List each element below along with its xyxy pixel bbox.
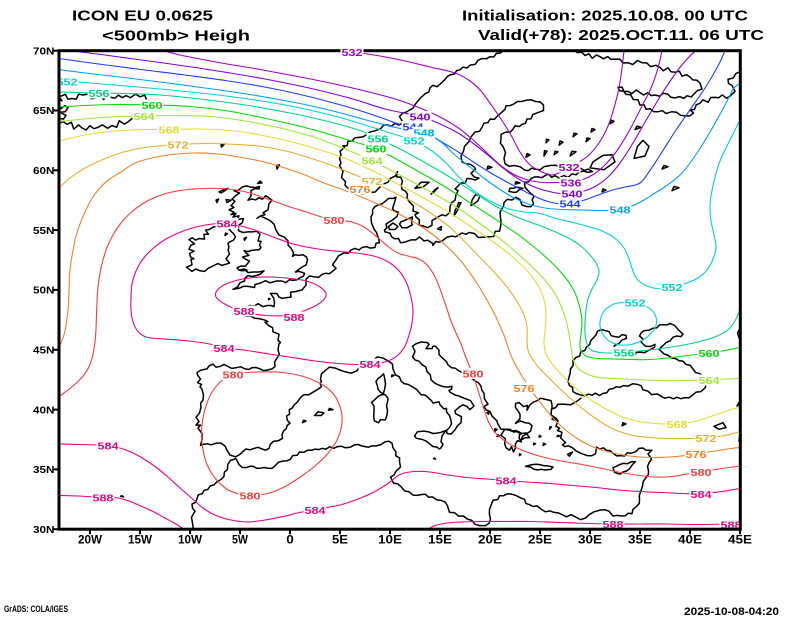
svg-text:540: 540 xyxy=(562,188,583,200)
svg-text:40N: 40N xyxy=(33,404,55,416)
svg-text:30N: 30N xyxy=(33,524,55,536)
svg-text:50N: 50N xyxy=(33,285,55,297)
svg-text:588: 588 xyxy=(721,519,742,531)
svg-text:552: 552 xyxy=(625,297,646,309)
svg-text:Valid(+78): 2025.OCT.11. 06 UT: Valid(+78): 2025.OCT.11. 06 UTC xyxy=(478,28,765,44)
svg-text:588: 588 xyxy=(284,312,305,324)
svg-text:5W: 5W xyxy=(232,535,248,547)
svg-text:584: 584 xyxy=(496,475,517,487)
svg-text:536: 536 xyxy=(561,177,582,189)
svg-text:576: 576 xyxy=(514,383,535,395)
svg-text:532: 532 xyxy=(559,162,580,174)
svg-text:580: 580 xyxy=(240,490,261,502)
svg-text:556: 556 xyxy=(368,133,389,145)
svg-text:572: 572 xyxy=(696,433,717,445)
svg-text:40E: 40E xyxy=(678,535,702,547)
svg-text:35E: 35E xyxy=(628,535,652,547)
svg-text:560: 560 xyxy=(142,100,163,112)
svg-text:65N: 65N xyxy=(33,105,55,117)
svg-text:GrADS: COLA/IGES: GrADS: COLA/IGES xyxy=(4,604,68,615)
svg-text:45E: 45E xyxy=(728,535,752,547)
svg-text:556: 556 xyxy=(89,88,110,100)
svg-text:532: 532 xyxy=(342,47,363,59)
svg-text:568: 568 xyxy=(159,124,180,136)
svg-text:564: 564 xyxy=(134,111,155,123)
svg-text:560: 560 xyxy=(366,143,387,155)
svg-text:580: 580 xyxy=(463,368,484,380)
svg-text:584: 584 xyxy=(360,359,381,371)
svg-text:576: 576 xyxy=(350,184,371,196)
svg-text:15W: 15W xyxy=(128,535,152,547)
svg-text:544: 544 xyxy=(560,198,581,210)
svg-text:552: 552 xyxy=(404,135,425,147)
svg-text:35N: 35N xyxy=(33,464,55,476)
svg-text:25E: 25E xyxy=(528,535,552,547)
svg-text:580: 580 xyxy=(691,467,712,479)
svg-text:568: 568 xyxy=(667,419,688,431)
svg-text:5E: 5E xyxy=(332,535,348,547)
svg-text:70N: 70N xyxy=(33,45,55,57)
svg-text:20E: 20E xyxy=(478,535,502,547)
svg-text:584: 584 xyxy=(214,343,235,355)
svg-text:552: 552 xyxy=(662,282,683,294)
svg-text:<500mb> Heigh: <500mb> Heigh xyxy=(102,29,250,45)
svg-text:540: 540 xyxy=(410,111,431,123)
svg-text:548: 548 xyxy=(610,204,631,216)
svg-text:55N: 55N xyxy=(33,225,55,237)
svg-text:0: 0 xyxy=(286,535,294,547)
svg-text:576: 576 xyxy=(686,449,707,461)
svg-text:564: 564 xyxy=(699,375,720,387)
svg-text:10W: 10W xyxy=(178,535,202,547)
svg-text:588: 588 xyxy=(93,492,114,504)
svg-text:20W: 20W xyxy=(78,535,102,547)
svg-text:564: 564 xyxy=(362,155,383,167)
svg-text:15E: 15E xyxy=(428,535,452,547)
svg-text:580: 580 xyxy=(324,215,345,227)
svg-text:Initialisation: 2025.10.08. 00: Initialisation: 2025.10.08. 00 UTC xyxy=(462,9,749,25)
svg-text:584: 584 xyxy=(305,505,326,517)
svg-text:556: 556 xyxy=(614,347,635,359)
svg-text:588: 588 xyxy=(234,306,255,318)
svg-text:552: 552 xyxy=(57,76,78,88)
svg-text:10E: 10E xyxy=(378,535,402,547)
svg-text:580: 580 xyxy=(223,369,244,381)
svg-text:ICON EU 0.0625: ICON EU 0.0625 xyxy=(72,9,213,25)
svg-text:584: 584 xyxy=(691,489,712,501)
svg-text:588: 588 xyxy=(603,519,624,531)
svg-text:560: 560 xyxy=(699,348,720,360)
svg-text:30E: 30E xyxy=(578,535,602,547)
svg-text:584: 584 xyxy=(217,218,238,230)
svg-text:45N: 45N xyxy=(33,345,55,357)
svg-text:60N: 60N xyxy=(33,165,55,177)
svg-text:584: 584 xyxy=(98,440,119,452)
svg-text:2025-10-08-04:20: 2025-10-08-04:20 xyxy=(684,606,779,618)
svg-text:572: 572 xyxy=(168,139,189,151)
